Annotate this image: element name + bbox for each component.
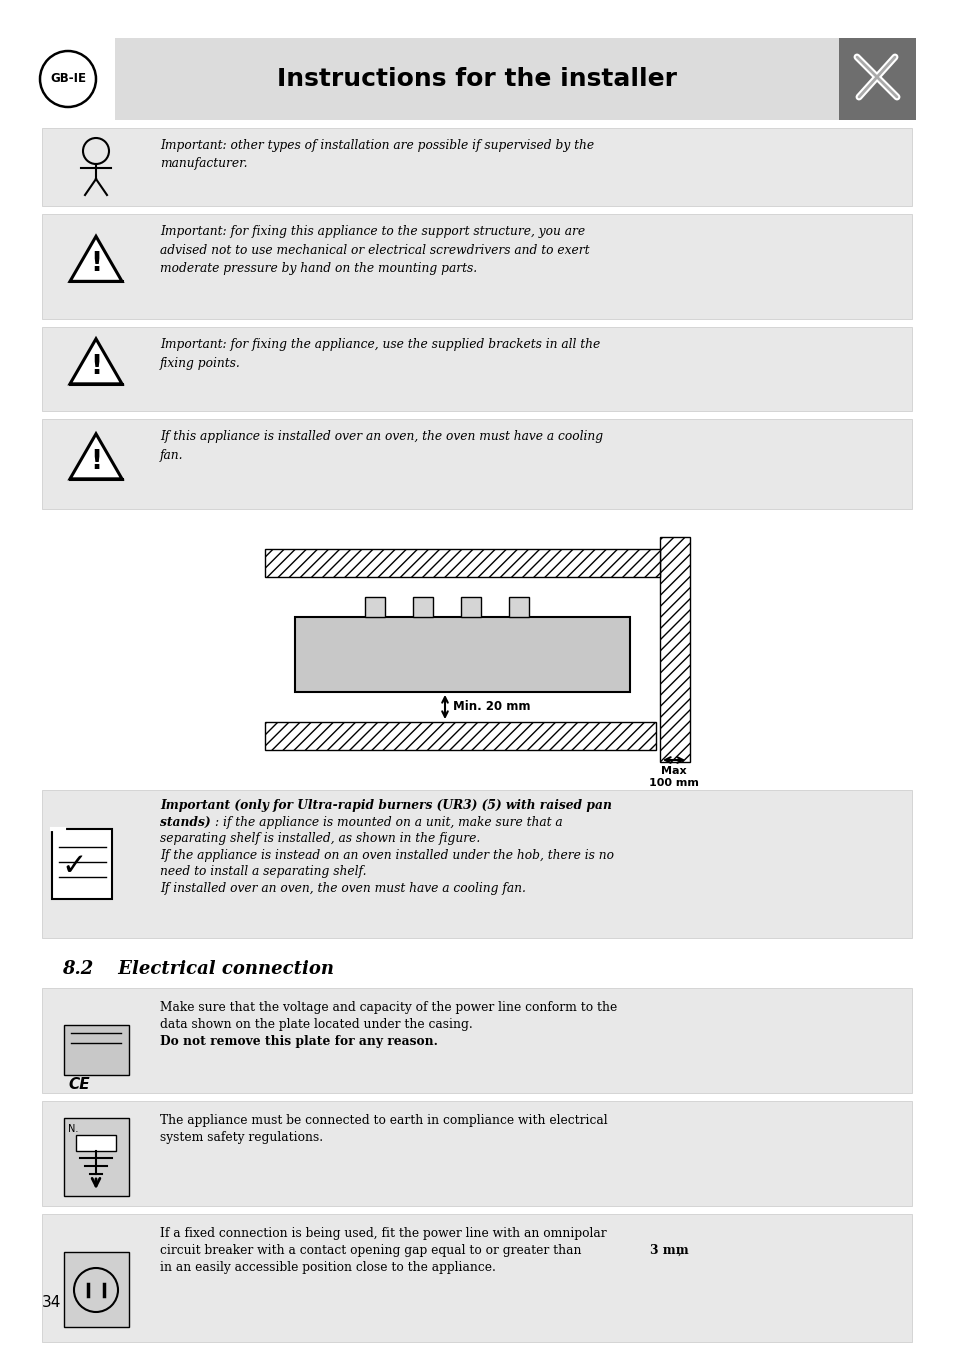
Bar [42,128,911,206]
Text: GB-IE: GB-IE [50,73,86,85]
Text: If installed over an oven, the oven must have a cooling fan.: If installed over an oven, the oven must… [160,882,525,895]
Text: data shown on the plate located under the casing.: data shown on the plate located under th… [160,1018,473,1032]
Bar [265,549,659,577]
Text: Important: for fixing this appliance to the support structure, you are
advised n: Important: for fixing this appliance to … [160,224,589,274]
Text: 34: 34 [42,1295,61,1310]
Bar [413,598,433,617]
Text: : if the appliance is mounted on a unit, make sure that a: : if the appliance is mounted on a unit,… [214,817,562,829]
Text: N.: N. [68,1124,78,1134]
Text: The appliance must be connected to earth in compliance with electrical: The appliance must be connected to earth… [160,1114,607,1128]
Text: Important: for fixing the appliance, use the supplied brackets in all the
fixing: Important: for fixing the appliance, use… [160,338,599,369]
Bar [76,1134,116,1151]
Bar [42,419,911,508]
Text: !: ! [90,251,102,277]
Bar [115,38,838,120]
Bar [460,598,480,617]
Polygon shape [70,339,122,384]
Text: 8.2    Electrical connection: 8.2 Electrical connection [62,960,334,977]
Text: !: ! [90,449,102,475]
Text: need to install a separating shelf.: need to install a separating shelf. [160,865,366,877]
Bar [838,38,915,120]
Bar [42,214,911,319]
Text: CE: CE [68,1078,90,1092]
Bar [64,1118,129,1197]
Text: !: ! [90,354,102,380]
Bar [42,988,911,1092]
Text: ✓: ✓ [62,852,87,882]
Bar [42,1214,911,1343]
Text: Do not remove this plate for any reason.: Do not remove this plate for any reason. [160,1036,437,1048]
Text: circuit breaker with a contact opening gap equal to or greater than: circuit breaker with a contact opening g… [160,1244,585,1257]
Text: system safety regulations.: system safety regulations. [160,1132,323,1144]
Text: 100 mm: 100 mm [648,777,699,788]
Bar [52,829,112,899]
Text: separating shelf is installed, as shown in the figure.: separating shelf is installed, as shown … [160,831,479,845]
Bar [42,1101,911,1206]
Text: in an easily accessible position close to the appliance.: in an easily accessible position close t… [160,1261,496,1274]
Bar [659,537,689,763]
Bar [42,327,911,411]
Polygon shape [70,434,122,479]
Text: If a fixed connection is being used, fit the power line with an omnipolar: If a fixed connection is being used, fit… [160,1228,606,1240]
Bar [294,617,629,692]
Text: Max: Max [660,767,686,776]
Bar [365,598,385,617]
Text: If the appliance is instead on an oven installed under the hob, there is no: If the appliance is instead on an oven i… [160,849,614,863]
Text: Make sure that the voltage and capacity of the power line conform to the: Make sure that the voltage and capacity … [160,1000,617,1014]
Bar [64,1252,129,1328]
Text: Instructions for the installer: Instructions for the installer [276,68,677,91]
Bar [42,790,911,938]
Text: 3 mm: 3 mm [649,1244,688,1257]
Text: If this appliance is installed over an oven, the oven must have a cooling
fan.: If this appliance is installed over an o… [160,430,602,461]
Bar [64,1025,129,1075]
Text: Important: other types of installation are possible if supervised by the
manufac: Important: other types of installation a… [160,139,594,170]
Text: Min. 20 mm: Min. 20 mm [453,700,530,714]
Bar [509,598,529,617]
Text: ,: , [678,1244,681,1257]
Text: Important (only for Ultra-rapid burners (UR3) (5) with raised pan: Important (only for Ultra-rapid burners … [160,799,611,813]
Bar [265,722,656,750]
Text: stands): stands) [160,817,211,829]
Polygon shape [70,237,122,281]
